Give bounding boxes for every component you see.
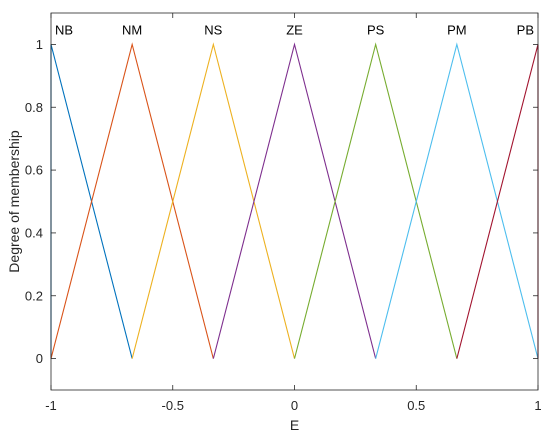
series-line-pm (375, 42, 539, 359)
y-tick-label: 1 (36, 37, 43, 52)
y-tick-label: 0.6 (25, 163, 43, 178)
x-tick-label: -0.5 (162, 398, 184, 413)
annotation-layer: NB NM NS ZE PS PM PB (55, 22, 534, 37)
mf-label-ze: ZE (286, 22, 303, 37)
series-line-ns (131, 42, 296, 359)
y-tick-label: 0 (36, 351, 43, 366)
plot-frame (50, 12, 539, 391)
series-line-ze (212, 42, 377, 359)
mf-label-pm: PM (447, 22, 467, 37)
y-tick-label: 0.2 (25, 288, 43, 303)
x-tick-label: -1 (45, 398, 57, 413)
mf-label-pb: PB (517, 22, 534, 37)
y-tick-label: 0.8 (25, 100, 43, 115)
mf-label-ns: NS (204, 22, 222, 37)
x-tick-label: 1 (534, 398, 541, 413)
axes-layer: -1 -0.5 0 0.5 1 0 0.2 0.4 0.6 0.8 1 (25, 13, 542, 413)
plot-background (51, 13, 538, 390)
series-layer (50, 42, 539, 359)
x-tick-label: 0 (291, 398, 298, 413)
x-axis-title: E (290, 417, 299, 433)
mf-label-nm: NM (122, 22, 142, 37)
mf-label-nb: NB (55, 22, 73, 37)
y-tick-label: 0.4 (25, 225, 43, 240)
series-line-ps (293, 42, 458, 359)
y-axis-title: Degree of membership (6, 130, 22, 273)
mf-label-ps: PS (367, 22, 385, 37)
x-tick-label: 0.5 (407, 398, 425, 413)
series-line-nm (50, 42, 214, 359)
